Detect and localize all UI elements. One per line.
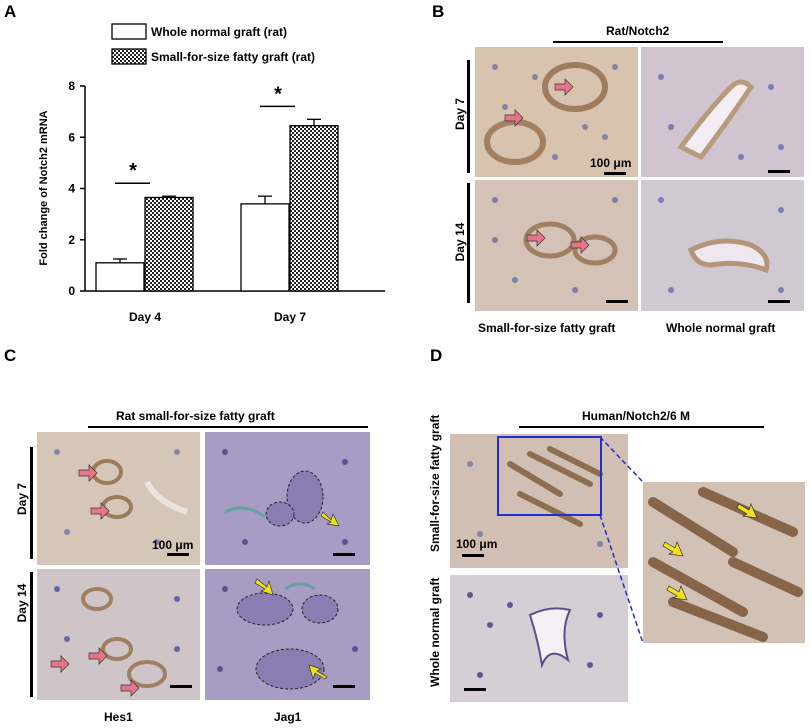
panel-c-row1-bar bbox=[30, 447, 33, 559]
x-tick-label: Day 4 bbox=[129, 310, 161, 324]
scale-bar-b1 bbox=[604, 172, 626, 175]
scale-bar-label-b: 100 μm bbox=[590, 156, 632, 170]
legend-label: Whole normal graft (rat) bbox=[151, 25, 287, 39]
panel-c-col-label-hes1: Hes1 bbox=[104, 710, 133, 724]
panel-label-d: D bbox=[430, 346, 443, 365]
scale-bar-c4 bbox=[333, 685, 355, 688]
micrograph-b-whole-day7 bbox=[641, 47, 804, 177]
y-tick-label: 0 bbox=[68, 284, 75, 298]
legend-label: Small-for-size fatty graft (rat) bbox=[151, 50, 315, 64]
scale-bar-label-d: 100 μm bbox=[456, 537, 498, 551]
panel-c-row-label-day14: Day 14 bbox=[15, 583, 29, 623]
panel-c-title-line bbox=[88, 426, 368, 428]
panel-label-a: A bbox=[4, 2, 17, 21]
scale-bar-d1 bbox=[462, 554, 484, 557]
scale-bar-b4 bbox=[768, 300, 790, 303]
panel-c-col-label-jag1: Jag1 bbox=[274, 710, 302, 724]
scale-bar-d2 bbox=[464, 688, 486, 691]
panel-d-title-line bbox=[519, 426, 764, 428]
panel-b-row1-bar bbox=[467, 60, 470, 173]
bar-chart: 0 2 4 6 8 Fold change of Notch2 mRNA * Day 4 * Da… bbox=[38, 23, 385, 324]
bar bbox=[240, 203, 290, 292]
micrograph-c-jag1-day7 bbox=[205, 432, 370, 565]
micrograph-c-hes1-day14 bbox=[37, 569, 200, 700]
panel-d-row-label-sfsf: Small-for-size fatty graft bbox=[428, 414, 442, 552]
micrograph-d-sfsf bbox=[450, 434, 628, 568]
panel-b-col-label-whole: Whole normal graft bbox=[666, 321, 776, 335]
y-tick-label: 2 bbox=[68, 233, 75, 247]
scale-bar-c1 bbox=[167, 553, 189, 556]
panel-d-row-label-whole: Whole normal graft bbox=[428, 577, 442, 687]
micrograph-c-jag1-day14 bbox=[205, 569, 370, 700]
scale-bar-label-c: 100 μm bbox=[152, 538, 194, 552]
panel-b-row-label-day14: Day 14 bbox=[453, 222, 467, 262]
legend-swatch bbox=[111, 23, 147, 40]
scale-bar-c3 bbox=[170, 685, 192, 688]
significance-marker: * bbox=[274, 83, 282, 105]
scale-bar-c2 bbox=[333, 553, 355, 556]
legend-swatch bbox=[111, 48, 147, 65]
panel-c-title: Rat small-for-size fatty graft bbox=[116, 409, 275, 423]
panel-c-row-label-day7: Day 7 bbox=[15, 482, 29, 516]
panel-label-b: B bbox=[432, 2, 445, 21]
panel-label-c: C bbox=[4, 346, 17, 365]
bar bbox=[289, 125, 339, 292]
scale-bar-b3 bbox=[606, 300, 628, 303]
panel-d-title: Human/Notch2/6 M bbox=[582, 409, 691, 423]
micrograph-d-zoom bbox=[643, 482, 805, 643]
panel-b-title-line bbox=[553, 41, 723, 43]
micrograph-d-whole bbox=[450, 575, 628, 702]
panel-b-row2-bar bbox=[467, 183, 470, 303]
y-axis-label: Fold change of Notch2 mRNA bbox=[38, 110, 50, 265]
panel-b-row-label-day7: Day 7 bbox=[453, 97, 467, 131]
micrograph-b-sfsf-day14 bbox=[475, 180, 638, 311]
y-tick-label: 8 bbox=[68, 79, 75, 93]
bar bbox=[95, 262, 145, 292]
micrograph-b-whole-day14 bbox=[641, 180, 804, 311]
micrograph-c-hes1-day7 bbox=[37, 432, 200, 565]
bar bbox=[144, 196, 194, 292]
panel-b-col-label-sfsf: Small-for-size fatty graft bbox=[478, 321, 616, 335]
y-tick-label: 4 bbox=[68, 182, 75, 196]
x-tick-label: Day 7 bbox=[274, 310, 306, 324]
y-tick-label: 6 bbox=[68, 130, 75, 144]
scale-bar-b2 bbox=[768, 170, 790, 173]
panel-c-row2-bar bbox=[30, 572, 33, 697]
micrograph-b-sfsf-day7 bbox=[475, 47, 638, 177]
panel-b-title: Rat/Notch2 bbox=[606, 24, 670, 38]
significance-marker: * bbox=[129, 160, 137, 182]
